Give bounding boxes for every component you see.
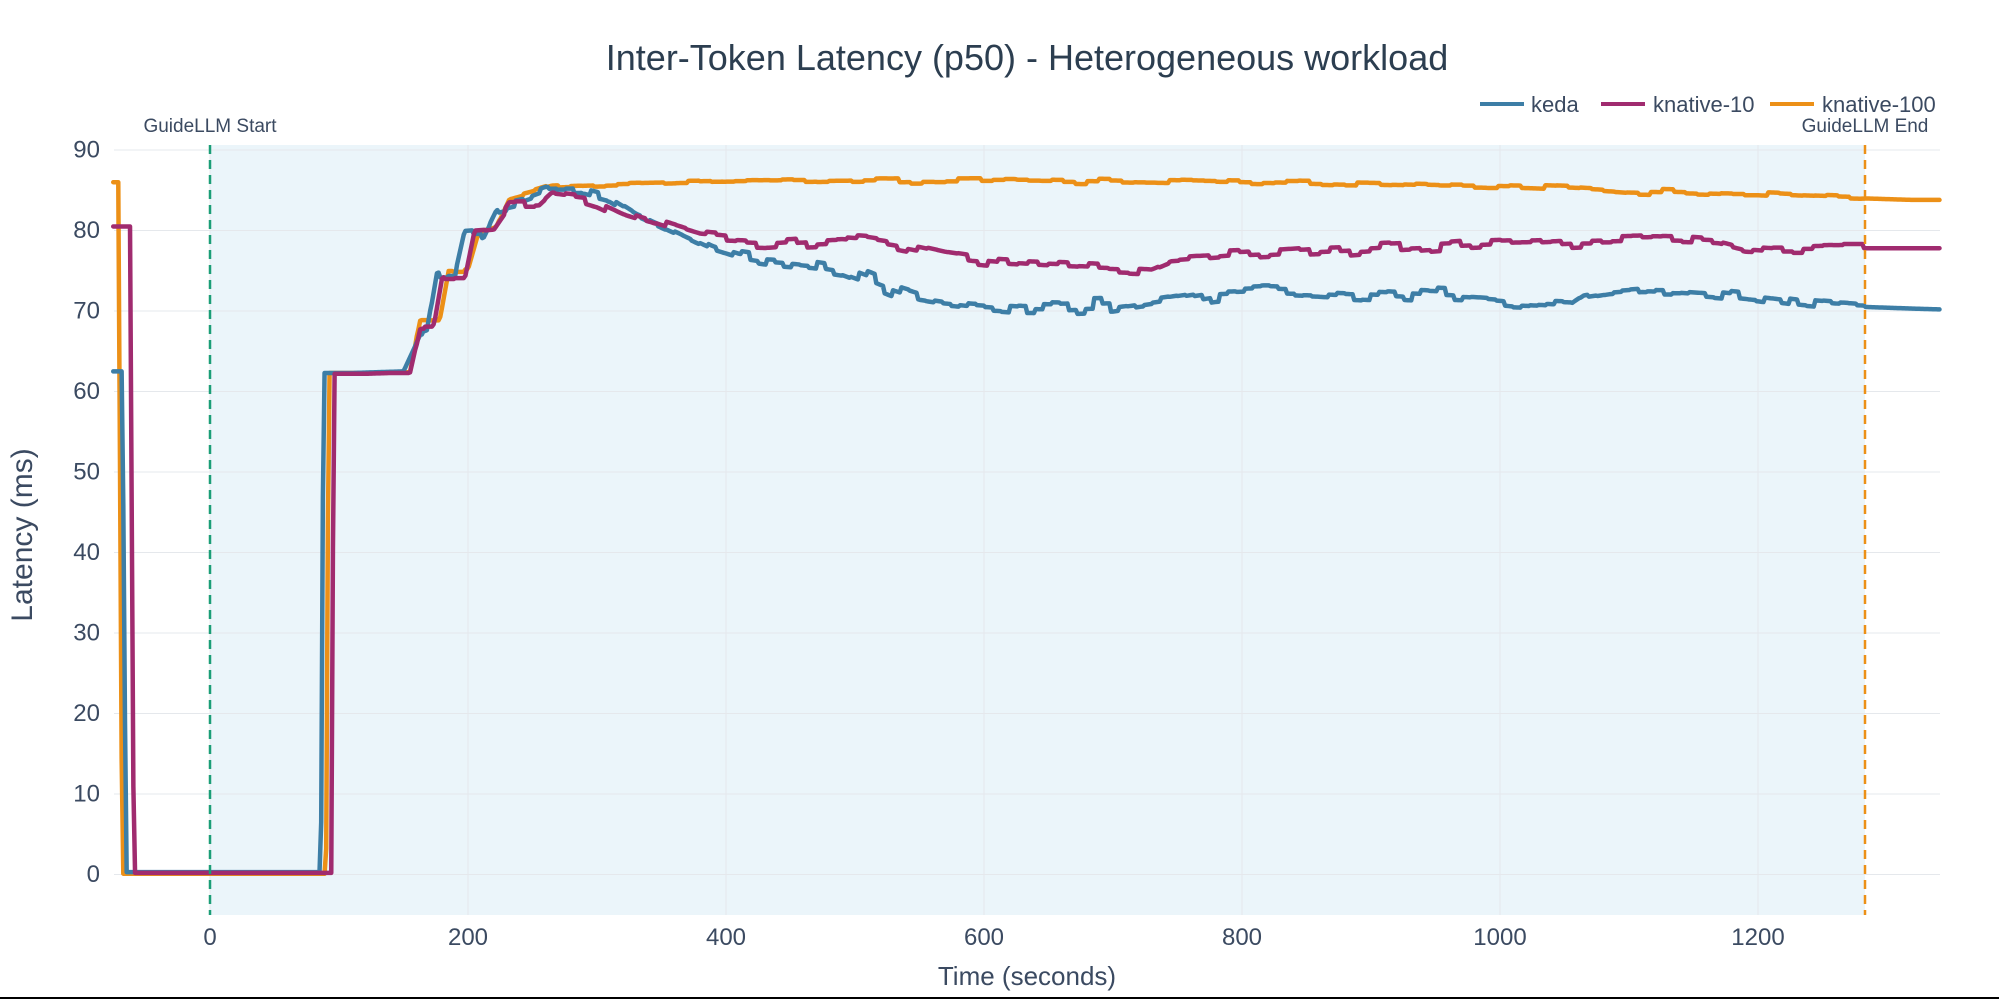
svg-text:0: 0	[87, 861, 100, 888]
svg-text:600: 600	[964, 924, 1004, 951]
svg-text:1200: 1200	[1731, 924, 1784, 951]
svg-text:0: 0	[203, 924, 216, 951]
svg-text:knative-10: knative-10	[1653, 92, 1755, 117]
svg-text:80: 80	[73, 217, 100, 244]
svg-text:200: 200	[448, 924, 488, 951]
svg-text:90: 90	[73, 137, 100, 164]
svg-text:Latency (ms): Latency (ms)	[6, 448, 39, 621]
svg-text:knative-100: knative-100	[1822, 92, 1936, 117]
svg-text:50: 50	[73, 459, 100, 486]
svg-text:40: 40	[73, 539, 100, 566]
svg-text:GuideLLM Start: GuideLLM Start	[143, 116, 277, 137]
svg-text:Inter-Token Latency (p50) - He: Inter-Token Latency (p50) - Heterogeneou…	[606, 37, 1448, 78]
svg-text:20: 20	[73, 700, 100, 727]
svg-text:800: 800	[1222, 924, 1262, 951]
svg-text:70: 70	[73, 298, 100, 325]
svg-text:1000: 1000	[1473, 924, 1526, 951]
svg-text:30: 30	[73, 620, 100, 647]
svg-text:10: 10	[73, 781, 100, 808]
svg-text:Time (seconds): Time (seconds)	[938, 961, 1116, 991]
svg-text:60: 60	[73, 378, 100, 405]
svg-text:keda: keda	[1531, 92, 1579, 117]
svg-text:400: 400	[706, 924, 746, 951]
svg-text:GuideLLM End: GuideLLM End	[1802, 116, 1929, 137]
